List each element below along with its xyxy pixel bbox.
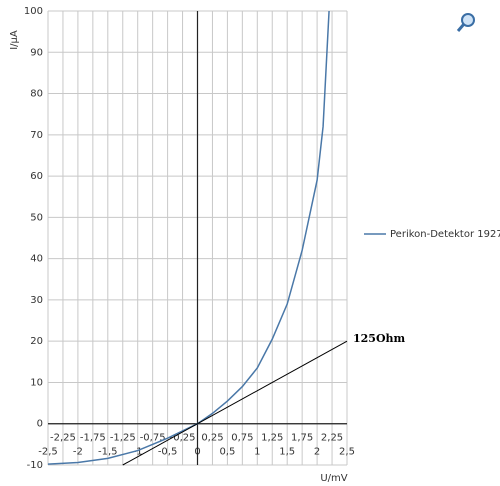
zoom-icon[interactable] xyxy=(456,13,475,32)
series-annotation: 125Ohm xyxy=(353,332,406,345)
x-tick-label: 1,5 xyxy=(279,447,295,458)
y-tick-label: 20 xyxy=(30,336,43,347)
x-tick-label: 0,5 xyxy=(219,447,235,458)
x-tick-label: -0,25 xyxy=(170,433,196,444)
x-axis-label: U/mV xyxy=(320,473,347,484)
y-tick-label: 70 xyxy=(30,130,43,141)
x-tick-label: 0,25 xyxy=(201,433,223,444)
x-tick-label: -0,5 xyxy=(158,447,178,458)
y-tick-label: 40 xyxy=(30,254,43,265)
x-tick-label: 1 xyxy=(254,447,260,458)
x-tick-label: 2,25 xyxy=(321,433,343,444)
y-tick-label: 50 xyxy=(30,212,43,223)
x-tick-label: -1,25 xyxy=(110,433,136,444)
series-line xyxy=(47,10,330,465)
x-tick-label: 0,75 xyxy=(231,433,253,444)
x-tick-label: 1,25 xyxy=(261,433,283,444)
y-tick-label: 90 xyxy=(30,47,43,58)
x-tick-label: 2,5 xyxy=(339,447,355,458)
y-tick-label: 10 xyxy=(30,377,43,388)
x-tick-label: -2,5 xyxy=(38,447,58,458)
y-tick-label: 80 xyxy=(30,89,43,100)
x-tick-label: -1,5 xyxy=(98,447,118,458)
zoom-handle xyxy=(456,23,466,32)
y-tick-label: 60 xyxy=(30,171,43,182)
x-tick-label: -1,75 xyxy=(80,433,106,444)
x-tick-label: -2,25 xyxy=(50,433,76,444)
y-tick-label: 0 xyxy=(37,419,43,430)
y-tick-label: 30 xyxy=(30,295,43,306)
y-tick-label: -10 xyxy=(27,460,43,471)
y-tick-label: 100 xyxy=(24,6,43,17)
x-tick-label: -2 xyxy=(73,447,83,458)
legend-label: Perikon-Detektor 1927 xyxy=(390,229,500,240)
x-tick-label: -0,75 xyxy=(140,433,166,444)
y-axis-label: I/µA xyxy=(9,30,20,50)
x-tick-label: 2 xyxy=(314,447,320,458)
series-line xyxy=(122,340,348,466)
x-tick-label: -1 xyxy=(133,447,143,458)
x-tick-label: 1,75 xyxy=(291,433,313,444)
